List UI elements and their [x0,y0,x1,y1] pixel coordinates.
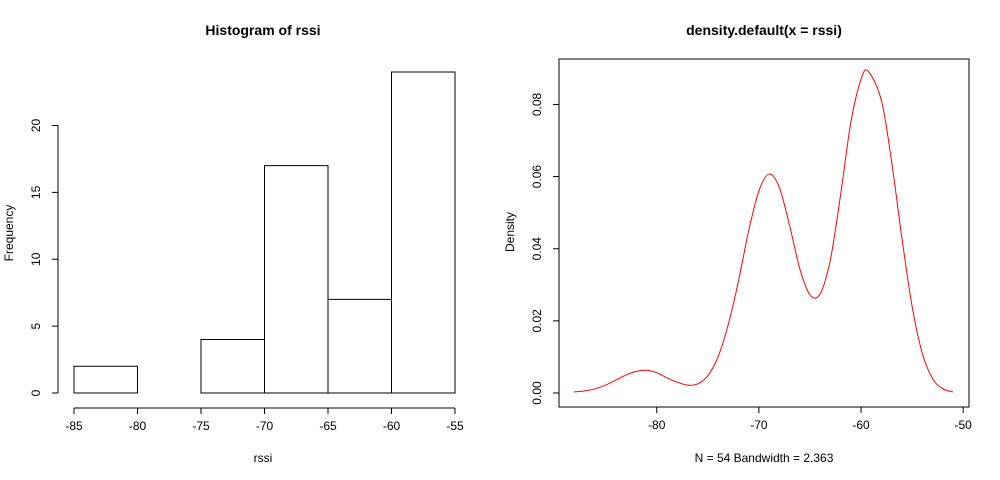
density-y-tick-label: 0.02 [530,309,544,333]
density-panel: density.default(x = rssi) N = 54 Bandwid… [503,22,972,465]
histogram-bars [73,71,456,394]
histogram-bar [264,165,329,394]
histogram-y-tick-label: 10 [29,252,43,266]
histogram-bar [73,365,138,394]
density-curve [573,69,954,393]
histogram-x-tick-label: -80 [129,419,147,433]
density-y-tick-label: 0.06 [530,165,544,189]
density-y-tick-label: 0.04 [530,237,544,261]
density-y-tick-label: 0.08 [530,92,544,116]
histogram-x-tick-label: -70 [256,419,274,433]
histogram-panel: Histogram of rssi rssi Frequency -85 -80-… [2,22,464,465]
density-x-axis: -80 -70 -60 -50 [648,407,972,432]
histogram-x-axis-label: rssi [254,451,273,465]
density-x-axis-label: N = 54 Bandwidth = 2.363 [695,451,834,465]
histogram-x-tick-label: -60 [383,419,401,433]
histogram-title: Histogram of rssi [205,22,320,38]
histogram-y-axis-label: Frequency [2,205,16,262]
histogram-bar [200,339,265,394]
histogram-bar [391,71,456,394]
density-x-tick-label: -80 [648,418,666,432]
histogram-x-axis: -85 -80 -75 -70 -65 -60 -55 [65,407,464,433]
histogram-y-tick-label: 20 [29,119,43,133]
density-plot-box [558,58,970,408]
histogram-x-tick-label: -65 [319,419,337,433]
density-y-tick-label: 0.00 [530,381,544,405]
density-y-axis-label: Density [503,212,517,252]
density-x-tick-label: -60 [852,418,870,432]
histogram-bar [327,298,392,394]
histogram-y-tick-label: 5 [29,322,43,329]
density-y-axis: 0.00 0.02 0.04 0.06 0.08 [530,92,559,405]
histogram-x-tick-label: -55 [446,419,464,433]
histogram-y-tick-label: 0 [29,389,43,396]
density-title: density.default(x = rssi) [686,22,842,38]
density-x-tick-label: -50 [955,418,973,432]
histogram-y-axis: 0 5 10 15 20 [29,119,59,396]
density-x-tick-label: -70 [750,418,768,432]
histogram-y-tick-label: 15 [29,185,43,199]
histogram-x-tick-label: -85 [65,419,83,433]
histogram-x-tick-label: -75 [192,419,210,433]
